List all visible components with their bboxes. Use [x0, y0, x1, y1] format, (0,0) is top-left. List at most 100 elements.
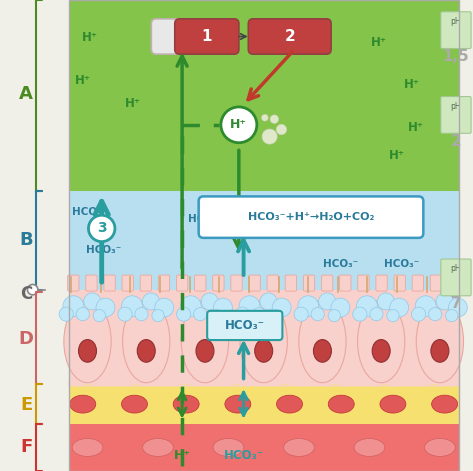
- Text: A: A: [19, 85, 33, 103]
- Bar: [69, 0, 459, 191]
- Circle shape: [357, 296, 377, 317]
- Circle shape: [96, 298, 115, 317]
- Circle shape: [63, 296, 84, 317]
- FancyBboxPatch shape: [358, 275, 369, 291]
- Circle shape: [180, 296, 201, 317]
- Circle shape: [269, 309, 281, 322]
- Circle shape: [298, 296, 319, 317]
- Circle shape: [135, 308, 148, 321]
- Circle shape: [390, 298, 409, 317]
- Ellipse shape: [354, 439, 385, 456]
- Circle shape: [429, 308, 442, 321]
- Text: H⁺: H⁺: [75, 73, 91, 87]
- Circle shape: [370, 308, 383, 321]
- Circle shape: [252, 308, 265, 321]
- Ellipse shape: [299, 300, 346, 382]
- Ellipse shape: [213, 439, 244, 456]
- FancyBboxPatch shape: [267, 275, 279, 291]
- FancyBboxPatch shape: [285, 275, 297, 291]
- Ellipse shape: [431, 395, 457, 413]
- Ellipse shape: [283, 439, 314, 456]
- FancyBboxPatch shape: [104, 275, 115, 291]
- FancyBboxPatch shape: [441, 97, 471, 133]
- Circle shape: [412, 307, 426, 321]
- Ellipse shape: [72, 439, 103, 456]
- Text: H⁺: H⁺: [124, 97, 140, 110]
- FancyBboxPatch shape: [158, 275, 170, 291]
- Ellipse shape: [173, 395, 199, 413]
- Circle shape: [262, 129, 277, 144]
- Circle shape: [93, 309, 105, 322]
- Text: HCO₃⁻: HCO₃⁻: [72, 207, 107, 217]
- FancyBboxPatch shape: [207, 311, 282, 340]
- Circle shape: [276, 124, 287, 135]
- Circle shape: [210, 309, 223, 322]
- FancyBboxPatch shape: [412, 275, 423, 291]
- Circle shape: [448, 298, 467, 317]
- FancyBboxPatch shape: [448, 275, 460, 291]
- FancyBboxPatch shape: [140, 275, 151, 291]
- Circle shape: [270, 115, 279, 123]
- Text: pH: pH: [451, 17, 461, 26]
- Text: H⁺: H⁺: [370, 36, 386, 49]
- Text: HCO₃⁻: HCO₃⁻: [87, 244, 122, 255]
- Ellipse shape: [142, 439, 173, 456]
- Text: 2: 2: [451, 134, 461, 149]
- FancyBboxPatch shape: [194, 275, 206, 291]
- Text: B: B: [19, 231, 33, 249]
- Circle shape: [118, 307, 132, 321]
- Ellipse shape: [254, 340, 272, 362]
- Text: 2: 2: [284, 29, 295, 44]
- Circle shape: [377, 293, 394, 310]
- Text: HCO₃⁻: HCO₃⁻: [188, 214, 223, 224]
- FancyBboxPatch shape: [122, 275, 133, 291]
- Circle shape: [262, 114, 268, 121]
- Circle shape: [331, 298, 350, 317]
- FancyBboxPatch shape: [68, 275, 79, 291]
- Circle shape: [239, 296, 260, 317]
- Circle shape: [152, 309, 164, 322]
- Circle shape: [122, 296, 142, 317]
- Text: C: C: [20, 285, 32, 303]
- Bar: [69, 424, 459, 471]
- FancyBboxPatch shape: [213, 275, 224, 291]
- Ellipse shape: [196, 340, 214, 362]
- Text: 1: 1: [201, 29, 212, 44]
- Circle shape: [76, 308, 89, 321]
- Text: HCO₃⁻: HCO₃⁻: [323, 259, 358, 269]
- FancyBboxPatch shape: [176, 275, 188, 291]
- Circle shape: [415, 296, 436, 317]
- Ellipse shape: [70, 395, 96, 413]
- Ellipse shape: [314, 340, 332, 362]
- Circle shape: [272, 298, 291, 317]
- Text: H⁺: H⁺: [389, 149, 405, 162]
- FancyBboxPatch shape: [151, 19, 191, 54]
- Bar: [69, 191, 459, 290]
- FancyBboxPatch shape: [175, 19, 239, 54]
- Ellipse shape: [277, 395, 303, 413]
- Ellipse shape: [425, 439, 455, 456]
- Circle shape: [27, 284, 38, 295]
- Text: H⁺: H⁺: [174, 449, 191, 463]
- FancyBboxPatch shape: [249, 275, 260, 291]
- Circle shape: [235, 307, 249, 321]
- Ellipse shape: [181, 300, 228, 382]
- Text: D: D: [18, 330, 34, 348]
- Text: E: E: [20, 396, 32, 414]
- Ellipse shape: [372, 340, 390, 362]
- Ellipse shape: [358, 300, 405, 382]
- Text: 3: 3: [97, 221, 106, 236]
- Circle shape: [353, 307, 367, 321]
- Ellipse shape: [225, 395, 251, 413]
- Circle shape: [319, 293, 336, 310]
- FancyBboxPatch shape: [248, 19, 331, 54]
- FancyBboxPatch shape: [199, 196, 423, 238]
- Circle shape: [59, 307, 73, 321]
- Ellipse shape: [240, 300, 287, 382]
- Text: H⁺: H⁺: [403, 78, 420, 91]
- FancyBboxPatch shape: [394, 275, 405, 291]
- Bar: [69, 290, 459, 384]
- Bar: [69, 384, 459, 424]
- Circle shape: [84, 293, 101, 310]
- Text: H⁺: H⁺: [408, 121, 424, 134]
